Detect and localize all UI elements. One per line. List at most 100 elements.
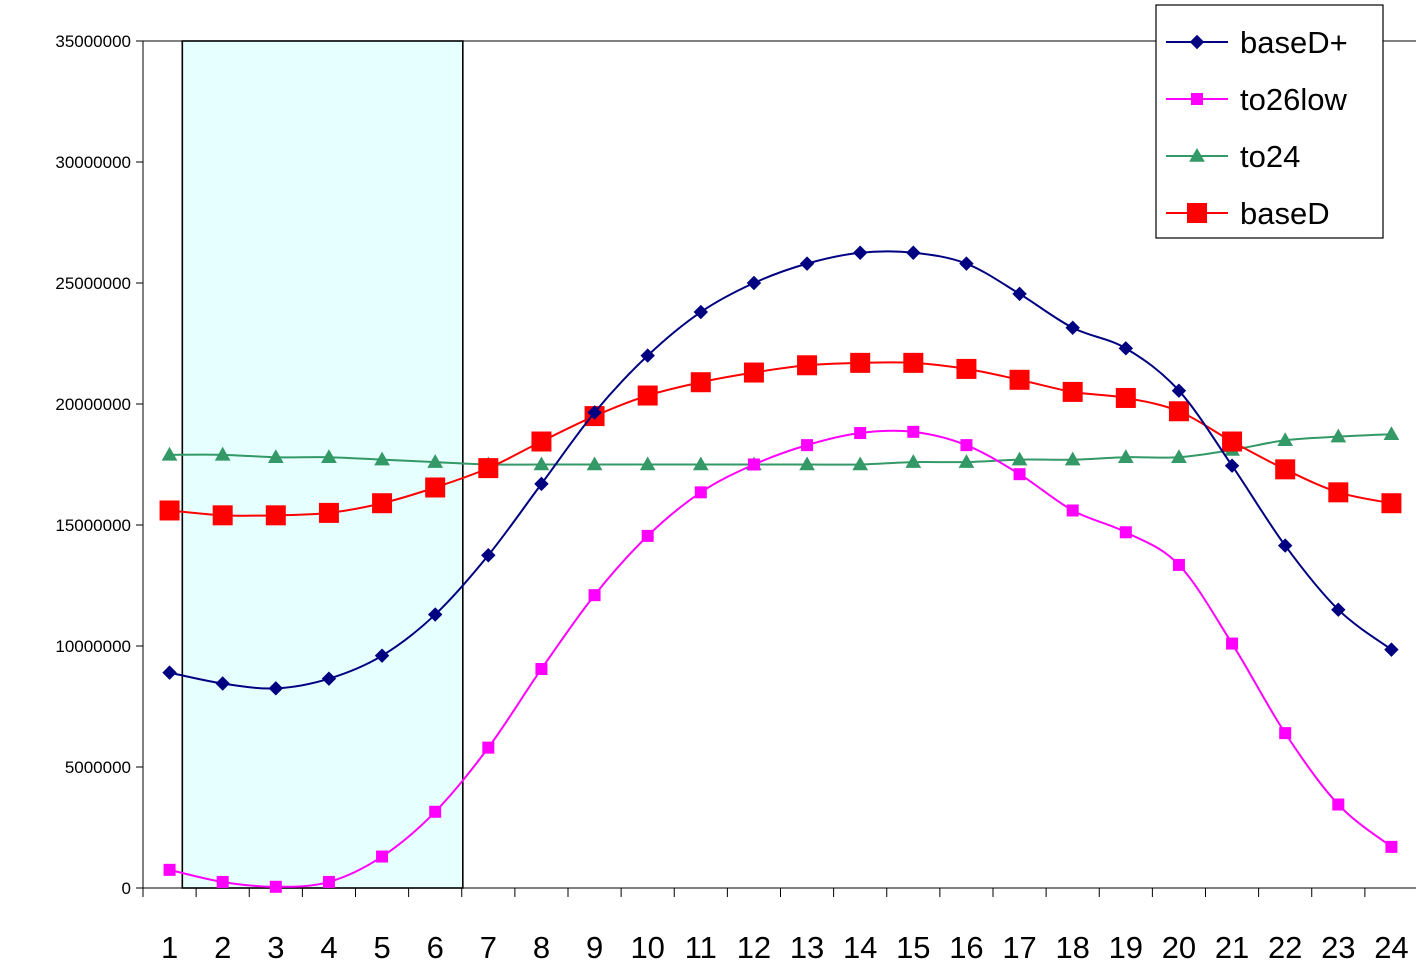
data-point-based	[531, 431, 552, 452]
data-point-based-plus	[1118, 341, 1134, 356]
data-point-based-plus	[799, 256, 815, 271]
data-point-based-plus	[1384, 642, 1399, 657]
data-point-to26low	[1332, 798, 1345, 811]
y-tick-label: 10000000	[55, 637, 131, 656]
data-point-based	[797, 355, 818, 376]
data-point-based-plus	[959, 256, 974, 271]
y-tick-label: 35000000	[55, 32, 131, 51]
data-point-based	[850, 352, 871, 373]
legend-label-to24: to24	[1240, 139, 1300, 174]
legend-marker-to24	[1189, 147, 1205, 162]
highlight-band	[181, 40, 464, 889]
data-point-based-plus	[1012, 286, 1027, 302]
data-point-to26low	[1013, 468, 1026, 481]
data-point-based	[1009, 369, 1030, 390]
x-tick-label: 23	[1321, 930, 1355, 965]
y-tick-label: 0	[122, 879, 131, 898]
data-point-to26low	[1066, 504, 1079, 517]
data-point-to24	[639, 456, 656, 471]
data-point-based-plus	[162, 665, 177, 680]
data-point-to26low	[376, 850, 389, 863]
legend: baseD+ to26low to24 baseD	[1155, 4, 1384, 239]
data-point-based-plus	[481, 548, 496, 563]
data-point-to26low	[163, 863, 176, 876]
y-tick-label: 5000000	[65, 758, 131, 777]
data-point-to24	[533, 456, 550, 471]
data-point-to24	[267, 449, 284, 463]
data-point-based-plus	[1224, 458, 1240, 473]
data-point-to24	[958, 454, 975, 468]
y-tick-label: 30000000	[55, 153, 131, 172]
y-tick-label: 15000000	[55, 516, 131, 535]
data-point-based	[690, 372, 711, 393]
data-point-to26low	[1385, 840, 1398, 853]
data-point-to24	[1383, 426, 1400, 440]
data-point-to26low	[482, 741, 495, 754]
data-point-based-plus	[1065, 320, 1080, 335]
data-point-based	[372, 493, 393, 514]
data-point-based	[1381, 493, 1402, 514]
data-point-based-plus	[427, 607, 443, 622]
x-tick-label: 2	[214, 930, 231, 965]
x-tick-label: 21	[1215, 930, 1249, 965]
data-point-to24	[1117, 449, 1134, 463]
data-point-to26low	[1119, 526, 1132, 539]
data-point-to26low	[216, 875, 229, 888]
legend-marker-based-plus	[1189, 34, 1205, 50]
data-point-based-plus	[1331, 602, 1346, 617]
data-point-based	[1062, 381, 1083, 402]
data-point-to26low	[588, 589, 601, 602]
data-point-based	[1115, 387, 1136, 408]
series-based-plus	[162, 245, 1399, 696]
x-tick-label: 16	[949, 930, 983, 965]
data-point-to26low	[322, 875, 335, 888]
x-tick-label: 11	[685, 930, 717, 965]
data-point-based	[1222, 431, 1243, 452]
legend-label-based: baseD	[1240, 196, 1330, 231]
data-point-to24	[692, 456, 709, 471]
data-point-to24	[1330, 428, 1347, 443]
data-point-to24	[374, 451, 390, 466]
x-tick-label: 9	[586, 930, 603, 965]
data-point-based-plus	[321, 671, 337, 686]
data-point-to26low	[907, 425, 920, 438]
data-point-to24	[1277, 432, 1294, 447]
data-point-based	[743, 362, 764, 383]
data-point-to24	[427, 454, 444, 468]
data-point-to24	[161, 446, 178, 461]
x-tick-label: 19	[1109, 930, 1143, 965]
data-point-based	[1328, 482, 1349, 503]
x-tick-label: 13	[790, 930, 824, 965]
x-tick-label: 6	[427, 930, 444, 965]
series-based	[159, 352, 1402, 526]
data-point-to24	[214, 446, 231, 461]
data-point-based-plus	[906, 245, 921, 260]
data-point-to26low	[641, 529, 654, 542]
data-point-to26low	[429, 805, 442, 818]
series-to24	[161, 426, 1400, 471]
data-point-based	[1275, 459, 1296, 480]
data-point-to26low	[960, 439, 973, 452]
data-point-to26low	[1226, 637, 1239, 650]
data-point-based	[212, 505, 233, 526]
data-point-to26low	[801, 439, 814, 452]
data-point-based-plus	[640, 348, 655, 363]
data-point-based	[159, 500, 180, 521]
x-tick-label: 7	[480, 930, 497, 965]
data-point-to24	[799, 456, 815, 471]
data-point-based	[637, 385, 658, 406]
x-tick-label: 22	[1268, 930, 1302, 965]
x-tick-label: 12	[737, 930, 771, 965]
data-point-based-plus	[587, 405, 602, 420]
data-point-to24	[321, 449, 337, 463]
data-point-based-plus	[534, 476, 549, 492]
data-point-based-plus	[215, 676, 230, 691]
data-point-to24	[586, 456, 603, 471]
series-to26low	[163, 425, 1398, 893]
data-point-to24	[905, 454, 922, 468]
x-tick-label: 24	[1374, 930, 1408, 965]
data-point-to26low	[747, 458, 760, 471]
data-point-to24	[852, 456, 869, 471]
data-point-based-plus	[1277, 538, 1293, 553]
legend-marker-to26low	[1191, 93, 1203, 105]
